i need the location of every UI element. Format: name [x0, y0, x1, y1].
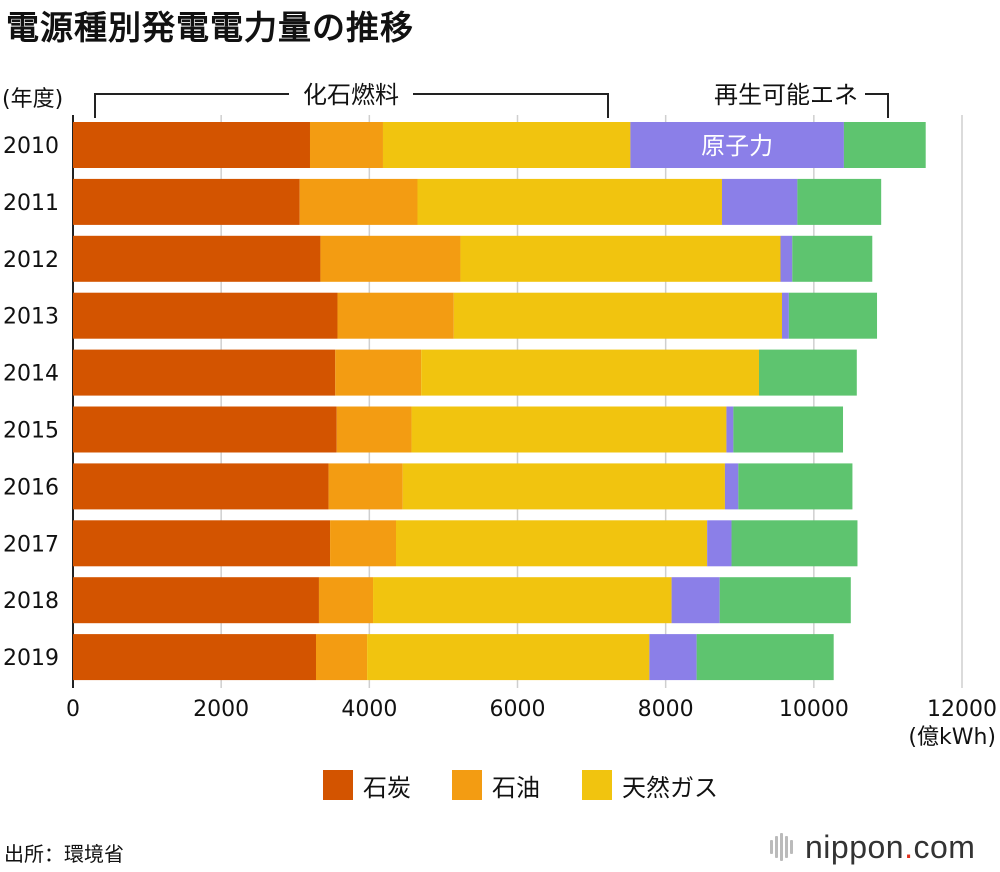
bar-coal-2017 — [73, 520, 331, 567]
nuclear-label: 原子力 — [701, 132, 773, 160]
annotations: 原子力 化石燃料 再生可能エネ — [94, 81, 889, 160]
chart-title: 電源種別発電電力量の推移 — [6, 8, 414, 47]
legend-label-gas: 天然ガス — [622, 773, 718, 802]
legend-label-oil: 石油 — [492, 773, 540, 802]
bar-nuclear-2011 — [721, 178, 798, 225]
category-label-2011: 2011 — [3, 191, 59, 216]
category-label-2015: 2015 — [3, 419, 59, 444]
fossil-bracket-right — [413, 93, 609, 118]
bar-oil-2012 — [320, 235, 461, 282]
legend-swatch-gas — [582, 770, 612, 800]
bar-nuclear-2013 — [781, 292, 789, 339]
renewable-bracket-label: 再生可能エネ — [714, 81, 858, 109]
x-tick-label-4000: 4000 — [341, 697, 397, 722]
bar-renewable-2011 — [797, 178, 882, 225]
bar-gas-2017 — [396, 520, 708, 567]
bar-coal-2010 — [73, 122, 310, 168]
bar-coal-2011 — [73, 178, 300, 225]
bars — [73, 122, 926, 681]
bar-oil-2015 — [336, 406, 412, 453]
bar-gas-2018 — [373, 577, 672, 624]
brand-name: nippon — [805, 828, 905, 865]
category-label-2014: 2014 — [3, 362, 59, 387]
brand-dot: . — [904, 828, 914, 865]
bar-oil-2011 — [299, 178, 418, 225]
bar-oil-2013 — [337, 292, 454, 339]
x-tick-label-6000: 6000 — [490, 697, 546, 722]
x-tick-label-8000: 8000 — [638, 697, 694, 722]
brand-logo: nippon.com — [770, 822, 975, 872]
bar-renewable-2014 — [759, 349, 857, 396]
x-tick-label-2000: 2000 — [193, 697, 249, 722]
category-label-2016: 2016 — [3, 475, 59, 500]
bar-oil-2019 — [315, 634, 368, 681]
bar-nuclear-2010 — [630, 122, 844, 168]
legend: 石炭 石油 天然ガス — [0, 768, 1000, 802]
category-label-2019: 2019 — [3, 646, 59, 671]
bar-coal-2016 — [73, 463, 329, 510]
bar-coal-2014 — [73, 349, 336, 396]
category-label-2012: 2012 — [3, 248, 59, 273]
bar-renewable-2013 — [788, 292, 878, 339]
y-axis-label: (年度) — [2, 87, 63, 112]
bar-nuclear-2017 — [707, 520, 732, 567]
bar-gas-2019 — [367, 634, 650, 681]
brand-text: nippon.com — [805, 829, 975, 866]
bar-coal-2013 — [73, 292, 338, 339]
bar-coal-2018 — [73, 577, 319, 624]
fossil-bracket-label: 化石燃料 — [303, 81, 399, 109]
category-label-2017: 2017 — [3, 532, 59, 557]
category-label-2013: 2013 — [3, 305, 59, 330]
category-label-2018: 2018 — [3, 589, 59, 614]
bar-coal-2015 — [73, 406, 337, 453]
brand-suffix: com — [913, 828, 976, 865]
bar-gas-2012 — [460, 235, 781, 282]
bar-renewable-2017 — [731, 520, 858, 567]
brand-mark-icon — [770, 833, 795, 861]
legend-swatch-oil — [452, 770, 482, 800]
bar-renewable-2019 — [696, 634, 834, 681]
x-axis-unit-label: (億kWh) — [908, 725, 996, 750]
bar-oil-2017 — [330, 520, 397, 567]
renewable-bracket — [865, 93, 889, 118]
x-tick-label-0: 0 — [66, 697, 80, 722]
bar-gas-2016 — [402, 463, 725, 510]
bar-coal-2019 — [73, 634, 316, 681]
legend-item-oil: 石油 — [452, 768, 540, 802]
bar-oil-2018 — [318, 577, 374, 624]
bar-gas-2011 — [417, 178, 722, 225]
bar-nuclear-2016 — [724, 463, 739, 510]
bar-renewable-2012 — [792, 235, 873, 282]
x-tick-label-10000: 10000 — [779, 697, 849, 722]
x-tick-label-12000: 12000 — [927, 697, 997, 722]
bar-gas-2010 — [382, 122, 631, 168]
legend-item-coal: 石炭 — [323, 768, 411, 802]
bar-gas-2014 — [421, 349, 760, 396]
category-label-2010: 2010 — [3, 134, 59, 159]
bar-oil-2016 — [328, 463, 403, 510]
bar-nuclear-2019 — [649, 634, 697, 681]
bar-nuclear-2012 — [780, 235, 793, 282]
bar-oil-2010 — [309, 122, 383, 168]
stacked-bar-chart: 0 2000 4000 6000 8000 10000 12000 (億kWh) (年度) 201… — [2, 81, 997, 750]
bar-nuclear-2018 — [671, 577, 720, 624]
bar-renewable-2010 — [843, 122, 926, 168]
bar-renewable-2015 — [733, 406, 844, 453]
bar-gas-2013 — [453, 292, 782, 339]
fossil-bracket-left — [94, 93, 289, 118]
legend-swatch-coal — [323, 770, 353, 800]
labels: 0 2000 4000 6000 8000 10000 12000 (億kWh) (年度) 201… — [2, 87, 997, 750]
bar-renewable-2018 — [719, 577, 851, 624]
source-note: 出所：環境省 — [4, 842, 124, 866]
bar-oil-2014 — [335, 349, 422, 396]
bar-renewable-2016 — [738, 463, 853, 510]
legend-item-gas: 天然ガス — [582, 768, 718, 802]
bar-gas-2015 — [411, 406, 727, 453]
bar-coal-2012 — [73, 235, 321, 282]
bar-nuclear-2015 — [726, 406, 734, 453]
legend-label-coal: 石炭 — [363, 773, 411, 802]
